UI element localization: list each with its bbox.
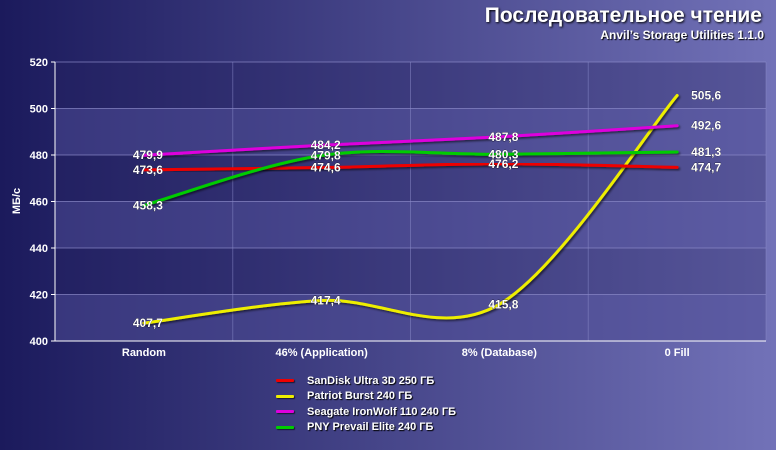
legend-label-patriot: Patriot Burst 240 ГБ	[307, 390, 413, 403]
legend-label-pny: PNY Prevail Elite 240 ГБ	[307, 421, 434, 434]
x-axis-tick-labels: Random 46% (Application) 8% (Database) 0 Fi…	[122, 347, 690, 359]
legend-item-sandisk: SanDisk Ultra 3D 250 ГБ	[276, 373, 456, 389]
y-axis-title: МБ/с	[11, 188, 23, 214]
data-label-seagate-2: 487,8	[488, 130, 518, 144]
data-label-patriot-2: 415,8	[488, 297, 518, 311]
y-tick-label-460: 460	[30, 197, 48, 209]
series-line-seagate	[142, 124, 679, 157]
data-label-sandisk-1: 474,6	[311, 161, 341, 175]
x-tick-label-46-application: 46% (Application)	[275, 347, 368, 359]
axes	[51, 61, 766, 342]
y-tick-label-520: 520	[30, 57, 48, 69]
legend-swatch-patriot	[276, 394, 294, 398]
legend-swatch-sandisk	[276, 379, 294, 383]
y-tick-label-500: 500	[30, 104, 48, 116]
y-axis-tick-labels: 400 420 440 460 480 500 520	[30, 57, 48, 348]
data-label-pny-0: 458,3	[133, 198, 163, 212]
legend-item-seagate: Seagate IronWolf 110 240 ГБ	[276, 404, 456, 420]
y-tick-label-440: 440	[30, 243, 48, 255]
data-label-seagate-3: 492,6	[691, 119, 721, 133]
x-tick-label-8-database: 8% (Database)	[462, 347, 538, 359]
series-line-pny	[142, 149, 679, 207]
legend-swatch-pny	[276, 425, 294, 429]
chart-title: Последовательное чтение	[484, 4, 762, 27]
data-label-sandisk-2: 476,2	[488, 157, 518, 171]
data-label-sandisk-0: 473,6	[133, 163, 163, 177]
legend-item-patriot: Patriot Burst 240 ГБ	[276, 389, 456, 405]
data-label-patriot-1: 417,4	[311, 294, 341, 308]
data-labels: 473,6 474,6 476,2 474,7 407,7 417,4 415,8 505,6…	[133, 88, 722, 330]
data-label-pny-3: 481,3	[691, 145, 721, 159]
legend-label-seagate: Seagate IronWolf 110 240 ГБ	[307, 405, 457, 418]
data-label-seagate-1: 484,2	[311, 138, 341, 152]
data-label-seagate-0: 479,9	[133, 148, 163, 162]
data-label-patriot-3: 505,6	[691, 88, 721, 102]
legend: SanDisk Ultra 3D 250 ГБ Patriot Burst 24…	[276, 373, 456, 435]
data-label-pny-1: 479,8	[311, 148, 341, 162]
legend-swatch-seagate	[276, 410, 294, 414]
legend-label-sandisk: SanDisk Ultra 3D 250 ГБ	[307, 374, 435, 387]
y-tick-label-400: 400	[30, 336, 48, 348]
y-tick-label-480: 480	[30, 150, 48, 162]
chart-subtitle: Anvil’s Storage Utilities 1.1.0	[600, 28, 764, 42]
x-tick-label-0-fill: 0 Fill	[665, 347, 690, 359]
x-tick-label-random: Random	[122, 347, 166, 359]
series-line-sandisk	[142, 162, 679, 172]
legend-item-pny: PNY Prevail Elite 240 ГБ	[276, 420, 456, 436]
series-line-patriot	[142, 93, 679, 325]
y-tick-label-420: 420	[30, 290, 48, 302]
data-label-sandisk-3: 474,7	[691, 160, 721, 174]
data-label-pny-2: 480,3	[488, 147, 518, 161]
series-lines	[142, 93, 679, 325]
data-label-patriot-0: 407,7	[133, 316, 163, 330]
